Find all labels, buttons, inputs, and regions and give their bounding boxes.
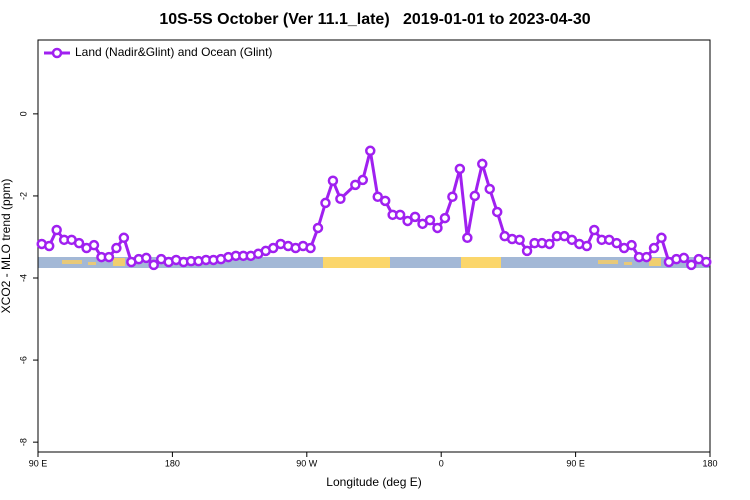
data-point — [462, 232, 473, 244]
data-point — [447, 191, 458, 203]
chart-title: 10S-5S October (Ver 11.1_late) 2019-01-0… — [159, 11, 590, 28]
data-point — [103, 251, 115, 263]
data-point — [514, 234, 525, 246]
data-point — [477, 158, 488, 170]
data-point — [566, 234, 578, 246]
data-point — [656, 232, 667, 244]
data-line — [41, 150, 707, 267]
data-point — [305, 242, 316, 254]
data-point — [350, 179, 361, 191]
data-point — [409, 211, 421, 223]
x-axis-label: Longitude (deg E) — [326, 475, 421, 489]
data-point — [589, 224, 600, 236]
data-point — [327, 175, 339, 187]
data-point — [312, 222, 324, 234]
data-point — [611, 237, 622, 249]
data-point — [372, 191, 383, 203]
data-point — [141, 252, 152, 264]
data-point — [402, 215, 413, 227]
data-point — [365, 145, 376, 157]
y-tick-label: -8 — [18, 438, 28, 446]
x-tick-label: 0 — [439, 458, 444, 468]
data-point — [148, 259, 159, 271]
data-point — [357, 174, 369, 186]
map-strip — [38, 257, 710, 268]
data-point — [521, 245, 533, 257]
data-point — [73, 237, 85, 249]
x-tick-label: 90 E — [29, 458, 48, 468]
data-point — [648, 242, 660, 254]
data-point — [484, 183, 495, 195]
data-point — [424, 214, 436, 226]
data-point — [267, 242, 279, 254]
data-point — [701, 256, 712, 268]
y-tick-label: 0 — [18, 111, 28, 116]
data-point — [678, 252, 690, 264]
data-point — [439, 212, 451, 224]
y-axis-label: XCO2 - MLO trend (ppm) — [0, 179, 13, 314]
data-point — [454, 163, 466, 175]
data-point — [335, 193, 346, 205]
data-point — [88, 239, 100, 251]
x-tick-label: 180 — [165, 458, 180, 468]
x-tick-label: 180 — [702, 458, 717, 468]
data-point — [432, 222, 443, 234]
data-point — [544, 238, 555, 250]
data-point — [491, 206, 503, 218]
data-point — [394, 209, 406, 221]
data-point — [111, 242, 122, 254]
y-tick-label: -4 — [18, 274, 28, 282]
x-tick-label: 90 E — [566, 458, 585, 468]
data-point — [118, 232, 130, 244]
data-point — [581, 240, 593, 252]
data-point — [626, 239, 637, 251]
data-point — [469, 190, 481, 202]
y-tick-label: -2 — [18, 192, 28, 200]
legend-marker — [51, 47, 63, 59]
data-point — [641, 251, 652, 263]
data-point — [51, 224, 62, 236]
legend-label: Land (Nadir&Glint) and Ocean (Glint) — [75, 45, 272, 59]
data-point — [43, 240, 55, 252]
plot-frame — [37, 39, 711, 453]
data-point — [320, 197, 331, 209]
x-tick-label: 90 W — [296, 458, 318, 468]
data-point — [379, 195, 391, 207]
data-point — [686, 259, 697, 271]
y-tick-label: -6 — [18, 356, 28, 364]
